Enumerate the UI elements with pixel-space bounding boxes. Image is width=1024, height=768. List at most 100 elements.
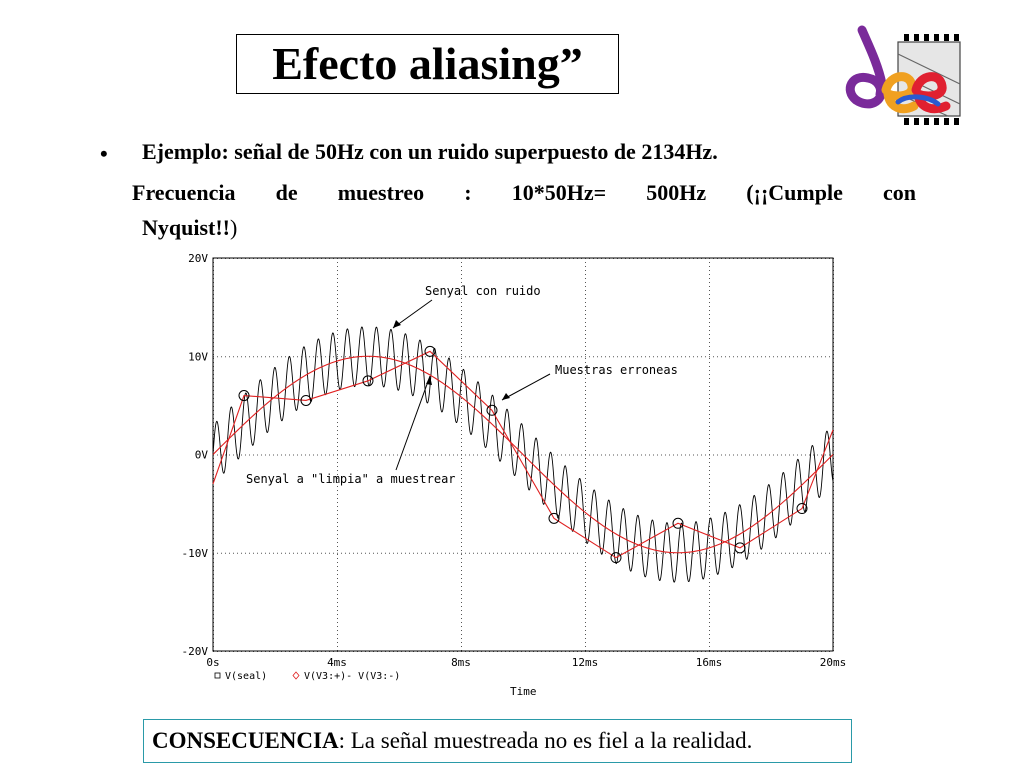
- grid-dot: [709, 538, 710, 539]
- grid-dot: [709, 310, 710, 311]
- grid-dot: [801, 552, 802, 554]
- line2-word: de: [275, 180, 298, 205]
- grid-dot: [585, 374, 586, 375]
- grid-dot: [497, 356, 498, 358]
- grid-dot: [781, 356, 782, 358]
- grid-dot: [337, 338, 338, 339]
- line2-word: :: [464, 180, 472, 205]
- grid-dot: [265, 454, 266, 456]
- grid-dot: [461, 450, 462, 451]
- grid-dot: [337, 530, 338, 531]
- grid-dot: [337, 586, 338, 587]
- grid-dot: [269, 552, 270, 554]
- grid-dot: [689, 552, 690, 554]
- grid-dot: [585, 394, 586, 395]
- grid-dot: [337, 574, 338, 575]
- annotation-clean: Senyal a "limpia" a muestrear: [246, 375, 456, 486]
- grid-dot: [709, 350, 710, 351]
- grid-dot: [461, 638, 462, 639]
- grid-dot: [461, 278, 462, 279]
- grid-dot: [261, 552, 262, 554]
- grid-dot: [337, 570, 338, 571]
- grid-dot: [345, 454, 346, 456]
- line2-word: (¡¡Cumple: [746, 180, 843, 205]
- grid-dot: [337, 406, 338, 407]
- grid-dot: [537, 454, 538, 456]
- x-tick-label: 4ms: [327, 656, 347, 669]
- grid-dot: [645, 356, 646, 358]
- sample-point: [424, 345, 436, 357]
- grid-dot: [461, 534, 462, 535]
- grid-dot: [569, 356, 570, 358]
- grid-dot: [461, 582, 462, 583]
- grid-dot: [525, 552, 526, 554]
- grid-dot: [605, 454, 606, 456]
- grid-dot: [337, 590, 338, 591]
- grid-dot: [237, 454, 238, 456]
- grid-dot: [341, 356, 342, 358]
- grid-dot: [645, 552, 646, 554]
- grid-dot: [337, 282, 338, 283]
- grid-dot: [585, 406, 586, 407]
- grid-dot: [337, 618, 338, 619]
- grid-dot: [709, 358, 710, 359]
- grid-dot: [489, 356, 490, 358]
- grid-dot: [461, 498, 462, 499]
- x-tick-label: 20ms: [820, 656, 847, 669]
- grid-dot: [425, 356, 426, 358]
- grid-dot: [757, 552, 758, 554]
- grid-dot: [337, 474, 338, 475]
- grid-dot: [229, 356, 230, 358]
- grid-dot: [505, 552, 506, 554]
- grid-dot: [717, 454, 718, 456]
- grid-dot: [709, 378, 710, 379]
- grid-dot: [709, 626, 710, 627]
- grid-dot: [337, 334, 338, 335]
- grid-dot: [585, 314, 586, 315]
- grid-dot: [709, 338, 710, 339]
- grid-dot: [461, 510, 462, 511]
- grid-dot: [269, 454, 270, 456]
- grid-dot: [673, 356, 674, 358]
- grid-dot: [465, 356, 466, 358]
- grid-dot: [337, 434, 338, 435]
- grid-dot: [469, 356, 470, 358]
- grid-dot: [709, 402, 710, 403]
- annotation-wrong-samples-label: Muestras erroneas: [555, 363, 678, 377]
- grid-dot: [461, 506, 462, 507]
- grid-dot: [461, 370, 462, 371]
- line2-word: 10*50Hz=: [511, 180, 607, 205]
- grid-dot: [461, 330, 462, 331]
- grid-dot: [413, 356, 414, 358]
- grid-dot: [337, 498, 338, 499]
- grid-dot: [337, 642, 338, 643]
- grid-dot: [437, 454, 438, 456]
- grid-dot: [585, 474, 586, 475]
- grid-dot: [585, 574, 586, 575]
- grid-dot: [461, 350, 462, 351]
- grid-dot: [709, 386, 710, 387]
- grid-dot: [581, 552, 582, 554]
- grid-dot: [737, 356, 738, 358]
- grid-dot: [529, 552, 530, 554]
- grid-dot: [461, 552, 462, 554]
- grid-dot: [337, 466, 338, 467]
- grid-dot: [425, 552, 426, 554]
- grid-dot: [829, 454, 830, 456]
- grid-dot: [321, 552, 322, 554]
- grid-dot: [305, 454, 306, 456]
- grid-dot: [353, 552, 354, 554]
- grid-dot: [709, 570, 710, 571]
- grid-dot: [585, 630, 586, 631]
- grid-dot: [477, 454, 478, 456]
- grid-dot: [585, 346, 586, 347]
- grid-dot: [461, 282, 462, 283]
- grid-dot: [353, 454, 354, 456]
- grid-dot: [337, 502, 338, 503]
- grid-dot: [337, 278, 338, 279]
- grid-dot: [501, 552, 502, 554]
- grid-dot: [669, 454, 670, 456]
- grid-dot: [713, 552, 714, 554]
- grid-dot: [601, 356, 602, 358]
- line2-word: Frecuencia: [132, 180, 236, 205]
